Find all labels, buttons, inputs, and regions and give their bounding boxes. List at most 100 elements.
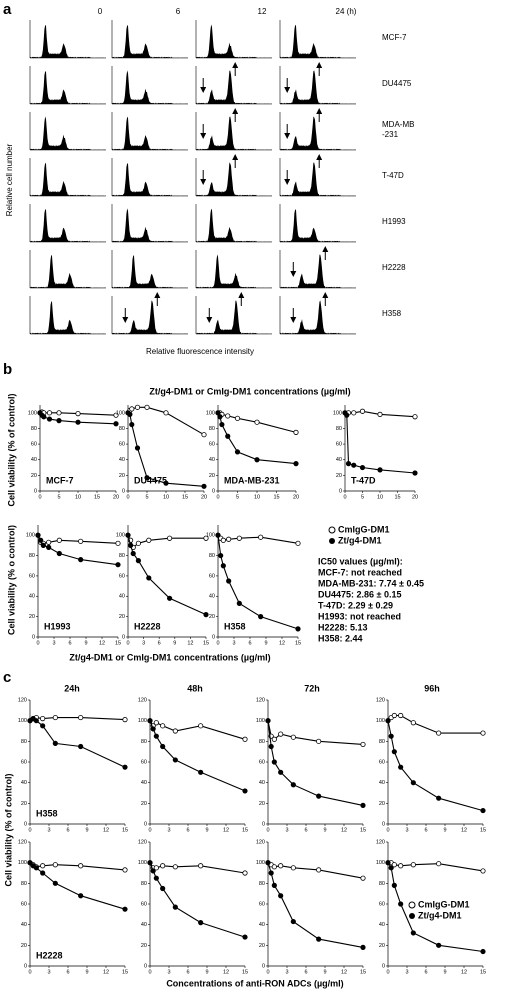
data-point xyxy=(201,432,207,438)
x-tick-label: 0 xyxy=(38,494,41,500)
data-point xyxy=(52,880,58,886)
y-tick-label: 100 xyxy=(376,860,385,866)
data-point xyxy=(122,764,128,770)
data-point xyxy=(391,712,397,719)
x-tick-label: 15 xyxy=(480,969,486,975)
data-point xyxy=(78,863,84,869)
y-tick-label: 40 xyxy=(209,457,215,463)
x-tick-label: 0 xyxy=(28,827,31,833)
y-tick-label: 40 xyxy=(119,457,125,463)
data-point xyxy=(278,863,284,869)
data-point xyxy=(41,414,47,420)
x-tick-label: 15 xyxy=(480,827,486,833)
x-tick-label: 3 xyxy=(47,827,50,833)
data-point xyxy=(219,421,225,428)
data-point xyxy=(226,578,232,584)
x-tick-label: 20 xyxy=(201,494,207,500)
x-tick-label: 9 xyxy=(205,827,208,833)
data-point xyxy=(128,542,134,548)
histogram xyxy=(112,70,188,104)
data-point xyxy=(436,730,442,736)
data-point xyxy=(33,718,39,724)
data-point xyxy=(163,480,169,486)
x-tick-label: 15 xyxy=(122,827,128,833)
data-point xyxy=(135,558,141,564)
y-tick-label: 80 xyxy=(119,426,125,432)
data-point xyxy=(391,862,397,868)
y-tick-label: 40 xyxy=(141,780,147,786)
x-tick-label: 5 xyxy=(361,494,364,500)
y-tick-label: 40 xyxy=(259,780,265,786)
legend-marker xyxy=(409,913,415,919)
y-tick-label: 20 xyxy=(336,473,342,479)
data-point xyxy=(130,550,136,557)
data-point xyxy=(135,540,141,546)
data-point xyxy=(265,718,271,724)
data-point xyxy=(316,738,322,744)
legend-label: Zt/g4-DM1 xyxy=(338,535,382,545)
y-tick-label: 40 xyxy=(141,922,147,928)
y-tick-label: 120 xyxy=(138,697,147,703)
y-tick-label: 100 xyxy=(18,718,27,724)
data-point xyxy=(293,461,299,467)
data-point xyxy=(293,429,299,435)
y-tick-label: 60 xyxy=(336,442,342,448)
data-point xyxy=(203,611,209,618)
x-tick-label: 10 xyxy=(377,494,383,500)
data-point xyxy=(359,408,366,414)
x-tick-label: 6 xyxy=(304,969,307,975)
data-point xyxy=(125,532,131,538)
cell-line-label: MDA-MB xyxy=(382,120,414,129)
data-point xyxy=(40,715,46,722)
time-label: 24 (h) xyxy=(336,7,357,16)
x-tick-label: 12 xyxy=(341,827,347,833)
data-point xyxy=(360,802,366,809)
y-tick-label: 120 xyxy=(376,839,385,845)
data-point xyxy=(360,741,366,748)
x-tick-label: 0 xyxy=(386,969,389,975)
data-point xyxy=(160,885,166,892)
data-point xyxy=(351,410,357,416)
data-point xyxy=(78,538,84,544)
histogram xyxy=(280,254,356,288)
y-tick-label: 60 xyxy=(141,901,147,907)
data-point xyxy=(359,464,366,471)
data-point xyxy=(163,410,169,416)
data-point xyxy=(412,470,418,476)
data-point xyxy=(40,863,46,869)
y-tick-label: 0 xyxy=(24,963,27,969)
x-tick-label: 6 xyxy=(68,640,71,646)
data-point xyxy=(160,863,166,869)
chart-label: MDA-MB-231 xyxy=(224,475,280,485)
y-tick-label: 0 xyxy=(34,488,37,494)
time-header: 24h xyxy=(64,683,80,693)
data-point xyxy=(271,864,277,870)
data-point xyxy=(160,723,166,729)
x-tick-label: 3 xyxy=(52,640,55,646)
data-point xyxy=(167,535,173,541)
x-tick-label: 3 xyxy=(167,827,170,833)
data-point xyxy=(78,714,84,721)
data-point xyxy=(480,868,486,874)
data-point xyxy=(278,731,284,737)
x-tick-label: 12 xyxy=(279,640,285,646)
x-tick-label: 12 xyxy=(103,827,109,833)
data-point xyxy=(412,414,418,420)
data-point xyxy=(391,882,397,889)
data-point xyxy=(271,759,277,765)
data-point xyxy=(38,537,44,543)
y-tick-label: 20 xyxy=(29,614,35,620)
y-axis-label: Cell viability (% o control) xyxy=(6,525,16,635)
data-point xyxy=(234,449,241,455)
data-point xyxy=(254,419,260,425)
x-tick-label: 15 xyxy=(242,827,248,833)
ic50-line: H1993: not reached xyxy=(318,611,401,621)
x-tick-label: 3 xyxy=(285,969,288,975)
legend-label: Zt/g4-DM1 xyxy=(418,910,462,920)
x-tick-label: 12 xyxy=(187,640,193,646)
y-tick-label: 60 xyxy=(119,573,125,579)
x-tick-label: 20 xyxy=(412,494,418,500)
chart-label: H358 xyxy=(36,808,58,818)
x-tick-label: 15 xyxy=(295,640,301,646)
y-tick-label: 40 xyxy=(379,780,385,786)
